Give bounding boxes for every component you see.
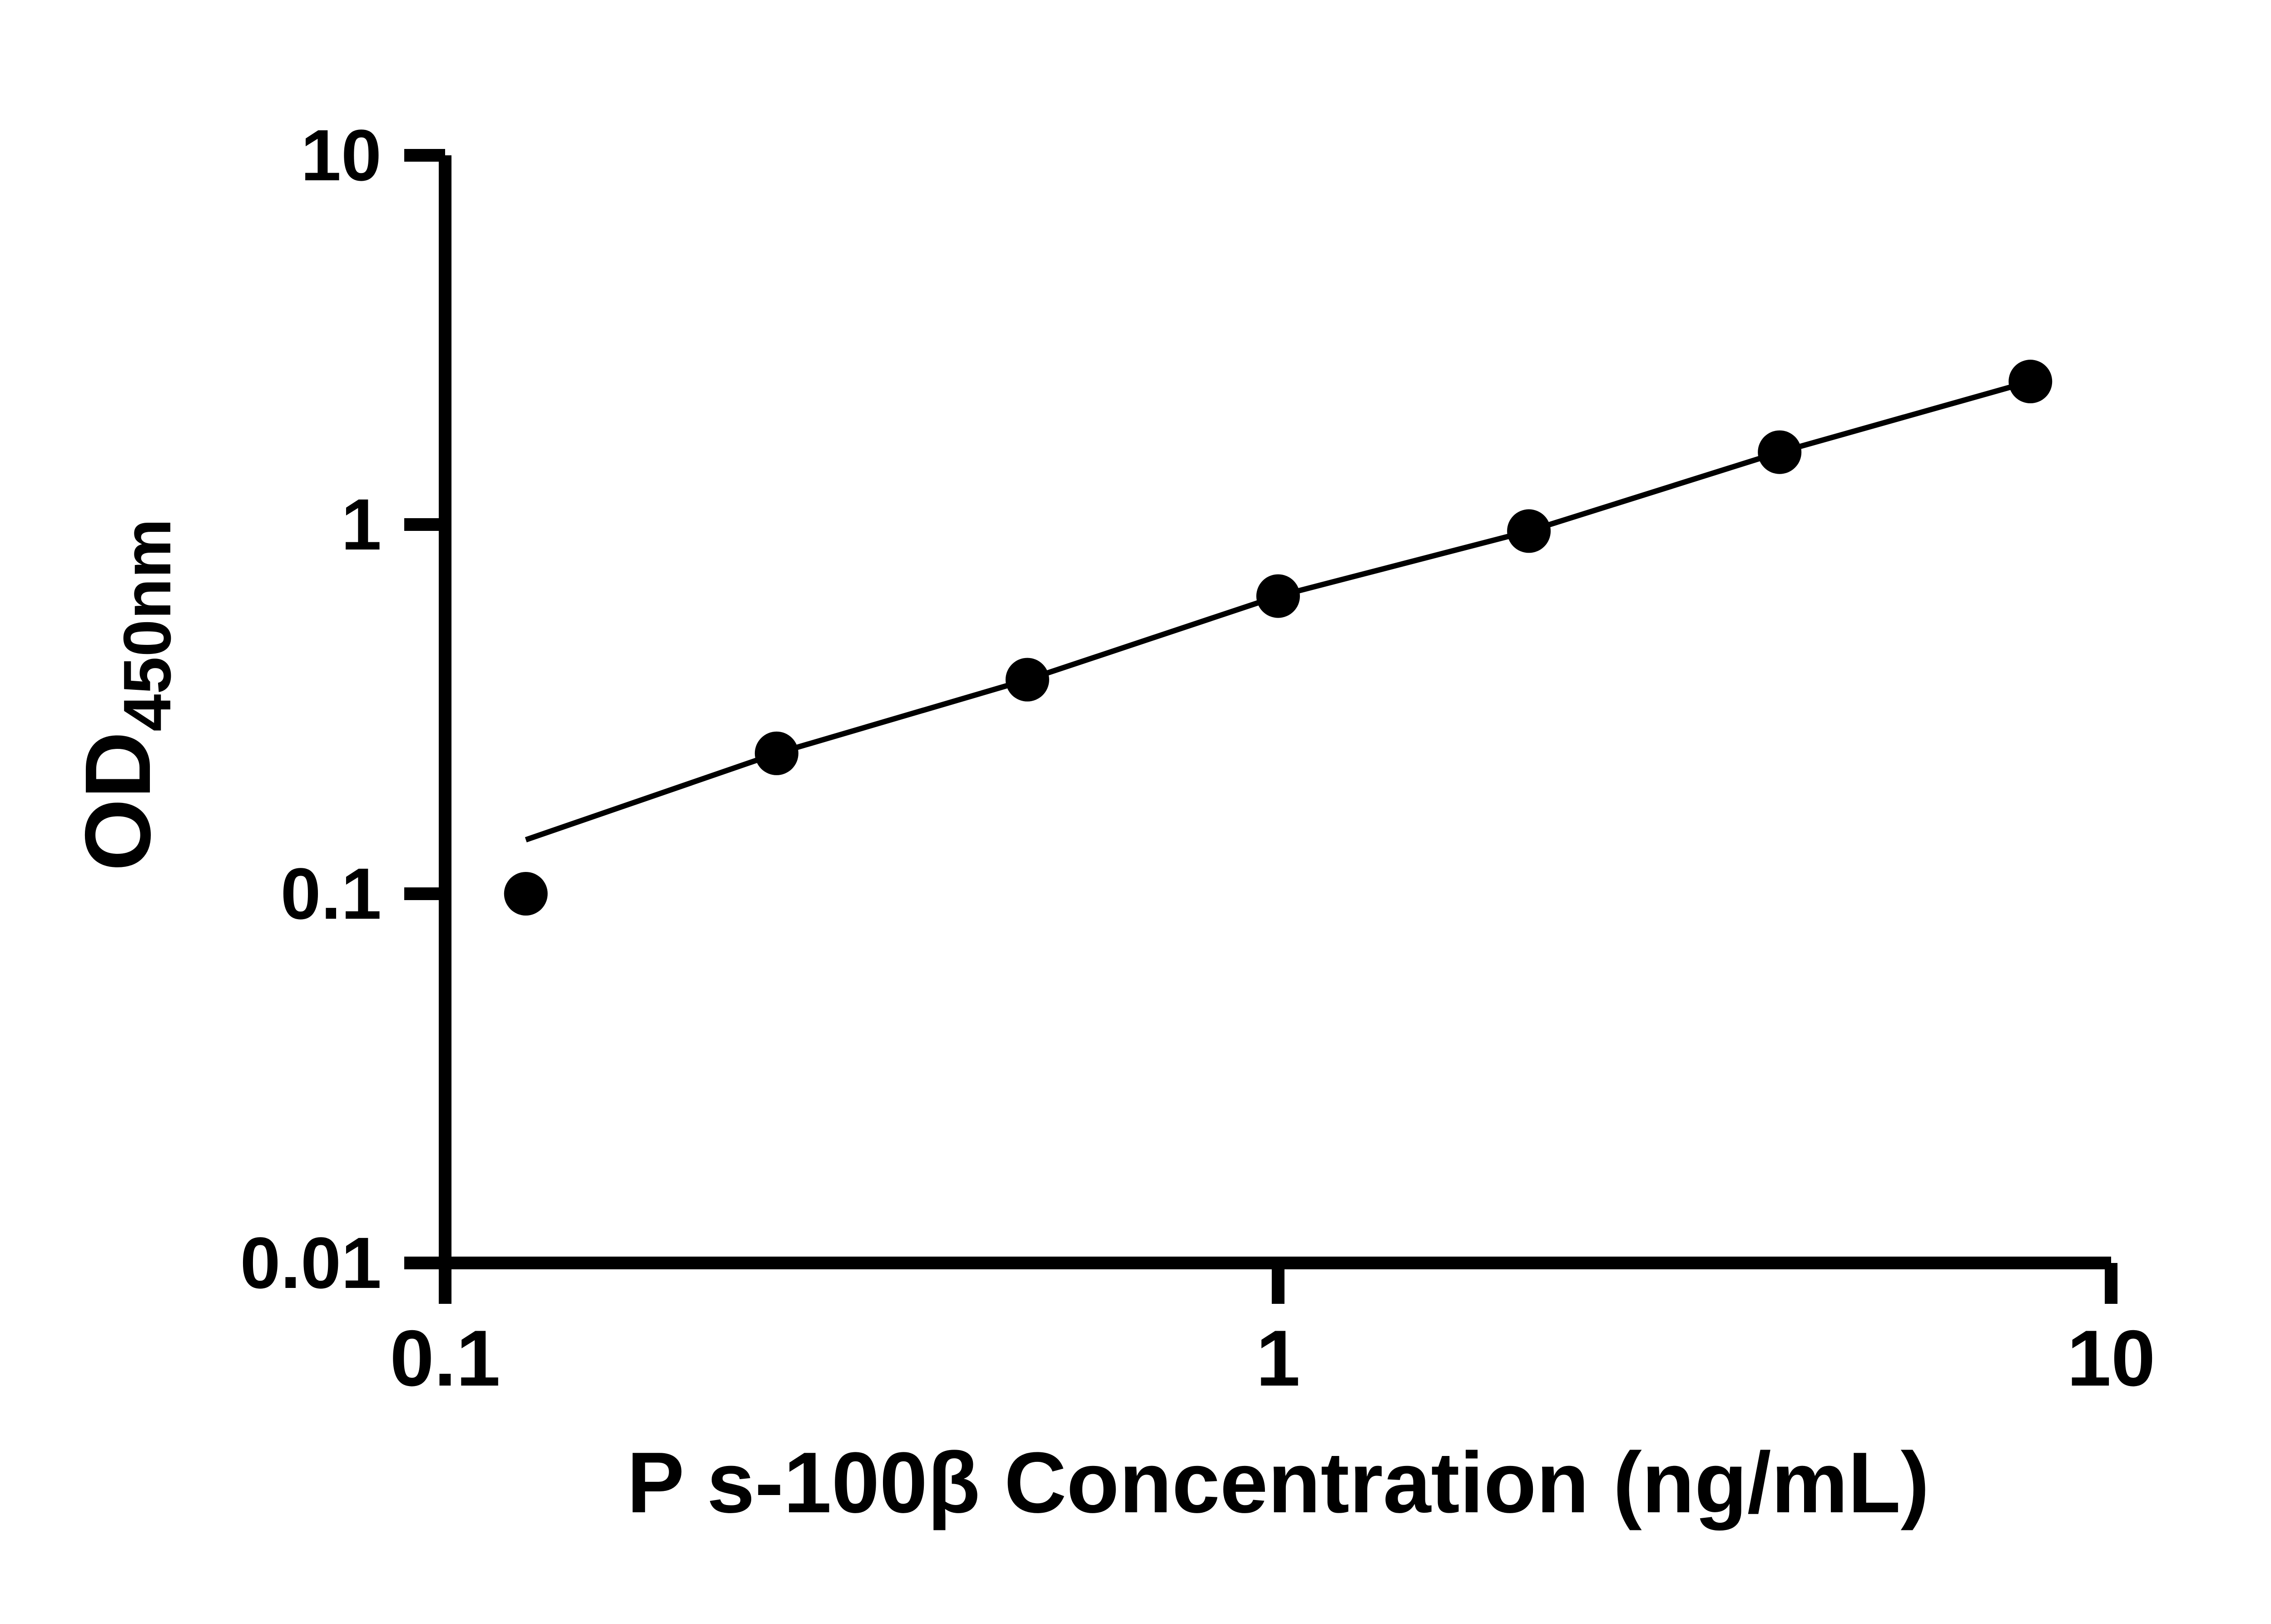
data-point — [1256, 574, 1300, 618]
x-axis-tick-label: 1 — [1256, 1314, 1300, 1403]
y-axis-title-subscript: 450nm — [110, 519, 185, 732]
x-axis-title: P s-100β Concentration (ng/mL) — [627, 1435, 1929, 1531]
data-point — [504, 872, 548, 916]
axes — [439, 155, 2111, 1269]
y-axis-title-text: OD450nm — [66, 519, 185, 871]
data-point — [754, 731, 798, 775]
y-axis-tick-label: 1 — [341, 484, 382, 565]
x-axis-tick-label: 0.1 — [390, 1314, 500, 1403]
y-axis-tick-label: 0.01 — [240, 1222, 382, 1303]
data-point — [2008, 360, 2053, 404]
data-points — [504, 360, 2053, 916]
y-axis-tick-label: 10 — [301, 114, 382, 196]
y-axis-title: OD450nm — [66, 519, 185, 871]
data-point — [1507, 509, 1551, 553]
data-point — [1005, 658, 1049, 702]
y-axis-tick-label: 0.1 — [281, 853, 382, 934]
data-point — [1758, 430, 1802, 474]
x-axis-tick-label: 10 — [2067, 1314, 2156, 1403]
y-axis-title-main: OD — [66, 732, 170, 871]
